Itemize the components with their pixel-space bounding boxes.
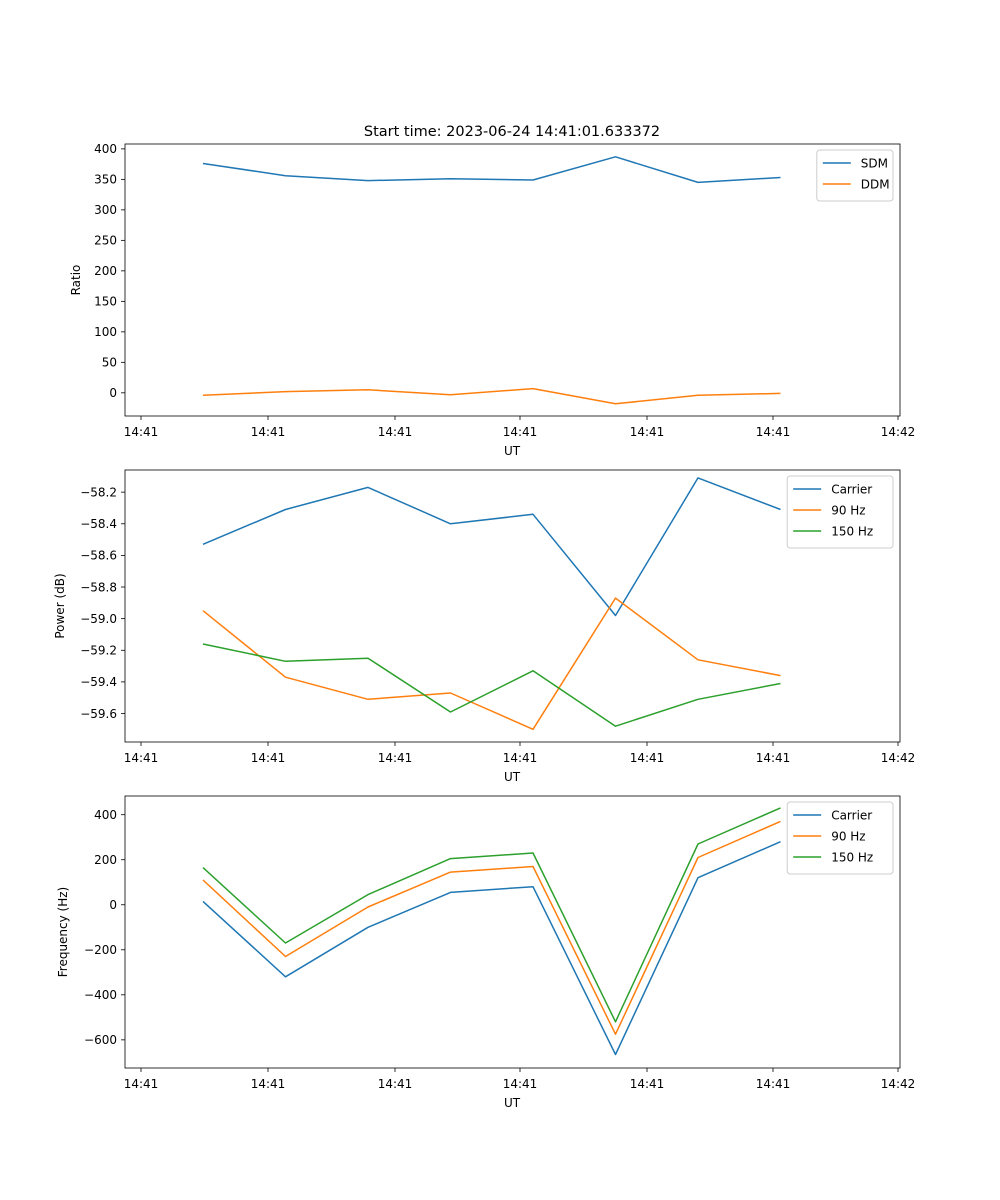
- y-tick-label: −59.4: [80, 675, 117, 689]
- legend-label: 90 Hz: [831, 503, 865, 517]
- legend-label: 90 Hz: [831, 829, 865, 843]
- x-tick-label: 14:42: [881, 425, 916, 439]
- x-tick-label: 14:42: [881, 1077, 916, 1091]
- y-tick-label: −400: [84, 988, 117, 1002]
- series-line-150-hz: [202, 643, 781, 727]
- x-tick-label: 14:41: [756, 1077, 791, 1091]
- legend-label: Carrier: [831, 482, 872, 496]
- x-tick-label: 14:41: [124, 425, 159, 439]
- series-line-ddm: [202, 387, 781, 405]
- legend-box: [786, 475, 894, 549]
- legend-label: 150 Hz: [831, 850, 873, 864]
- series-line-carrier: [202, 477, 781, 617]
- x-tick-label: 14:42: [881, 751, 916, 765]
- x-tick-label: 14:41: [630, 425, 665, 439]
- x-tick-label: 14:41: [630, 751, 665, 765]
- x-tick-label: 14:41: [378, 1077, 413, 1091]
- x-tick-label: 14:41: [251, 751, 286, 765]
- y-tick-label: 50: [102, 356, 117, 370]
- x-tick-label: 14:41: [503, 425, 538, 439]
- y-tick-label: −58.8: [80, 580, 117, 594]
- y-tick-label: 200: [94, 264, 117, 278]
- series-line-carrier: [202, 841, 781, 1056]
- x-tick-label: 14:41: [756, 425, 791, 439]
- y-tick-label: −59.6: [80, 707, 117, 721]
- legend-box: [786, 801, 894, 875]
- y-axis-label: Ratio: [69, 265, 83, 296]
- x-axis-label: UT: [504, 444, 521, 458]
- legend: Carrier 90 Hz 150 Hz: [786, 801, 894, 875]
- y-tick-label: 100: [94, 325, 117, 339]
- x-axis-label: UT: [504, 770, 521, 784]
- x-tick-label: 14:41: [251, 1077, 286, 1091]
- y-tick-label: −58.4: [80, 517, 117, 531]
- series-line-sdm: [202, 156, 781, 184]
- y-tick-label: 400: [94, 142, 117, 156]
- axes-frame: [124, 143, 901, 417]
- x-tick-label: 14:41: [124, 1077, 159, 1091]
- y-tick-label: −58.2: [80, 485, 117, 499]
- y-tick-label: 400: [94, 808, 117, 822]
- axes-frame: [124, 469, 901, 743]
- y-tick-label: −59.0: [80, 612, 117, 626]
- y-tick-label: −200: [84, 943, 117, 957]
- x-tick-label: 14:41: [756, 751, 791, 765]
- series-line-90-hz: [202, 820, 781, 1035]
- chart-panel-3: 14:41 14:41 14:41 14:41 14:41 14:41 14:42 UT −60…: [56, 795, 916, 1110]
- chart-title: Start time: 2023-06-24 14:41:01.633372: [364, 124, 660, 140]
- legend-label: Carrier: [831, 808, 872, 822]
- y-axis-label: Power (dB): [53, 573, 67, 638]
- y-tick-label: 0: [109, 898, 117, 912]
- y-tick-label: 150: [94, 295, 117, 309]
- series-line-150-hz: [202, 807, 781, 1023]
- axes-frame: [124, 795, 901, 1069]
- y-tick-label: 300: [94, 203, 117, 217]
- chart-panel-1: 14:41 14:41 14:41 14:41 14:41 14:41 14:42 UT 0 50…: [69, 142, 915, 458]
- y-tick-label: −59.2: [80, 644, 117, 658]
- x-tick-label: 14:41: [630, 1077, 665, 1091]
- legend: Carrier 90 Hz 150 Hz: [786, 475, 894, 549]
- y-tick-label: 200: [94, 853, 117, 867]
- x-tick-label: 14:41: [378, 425, 413, 439]
- y-tick-label: 250: [94, 234, 117, 248]
- x-tick-label: 14:41: [124, 751, 159, 765]
- series-line-90-hz: [202, 597, 781, 731]
- legend: SDM DDM: [816, 149, 894, 202]
- x-tick-label: 14:41: [378, 751, 413, 765]
- legend-label: 150 Hz: [831, 524, 873, 538]
- legend-label: SDM: [861, 156, 888, 170]
- x-tick-label: 14:41: [503, 751, 538, 765]
- y-axis-label: Frequency (Hz): [56, 887, 70, 978]
- x-tick-label: 14:41: [251, 425, 286, 439]
- y-tick-label: −600: [84, 1033, 117, 1047]
- chart-panel-2: 14:41 14:41 14:41 14:41 14:41 14:41 14:42 UT −59…: [53, 469, 916, 784]
- x-tick-label: 14:41: [503, 1077, 538, 1091]
- y-tick-label: 350: [94, 173, 117, 187]
- y-tick-label: 0: [109, 386, 117, 400]
- y-tick-label: −58.6: [80, 549, 117, 563]
- legend-label: DDM: [861, 177, 890, 191]
- x-axis-label: UT: [504, 1096, 521, 1110]
